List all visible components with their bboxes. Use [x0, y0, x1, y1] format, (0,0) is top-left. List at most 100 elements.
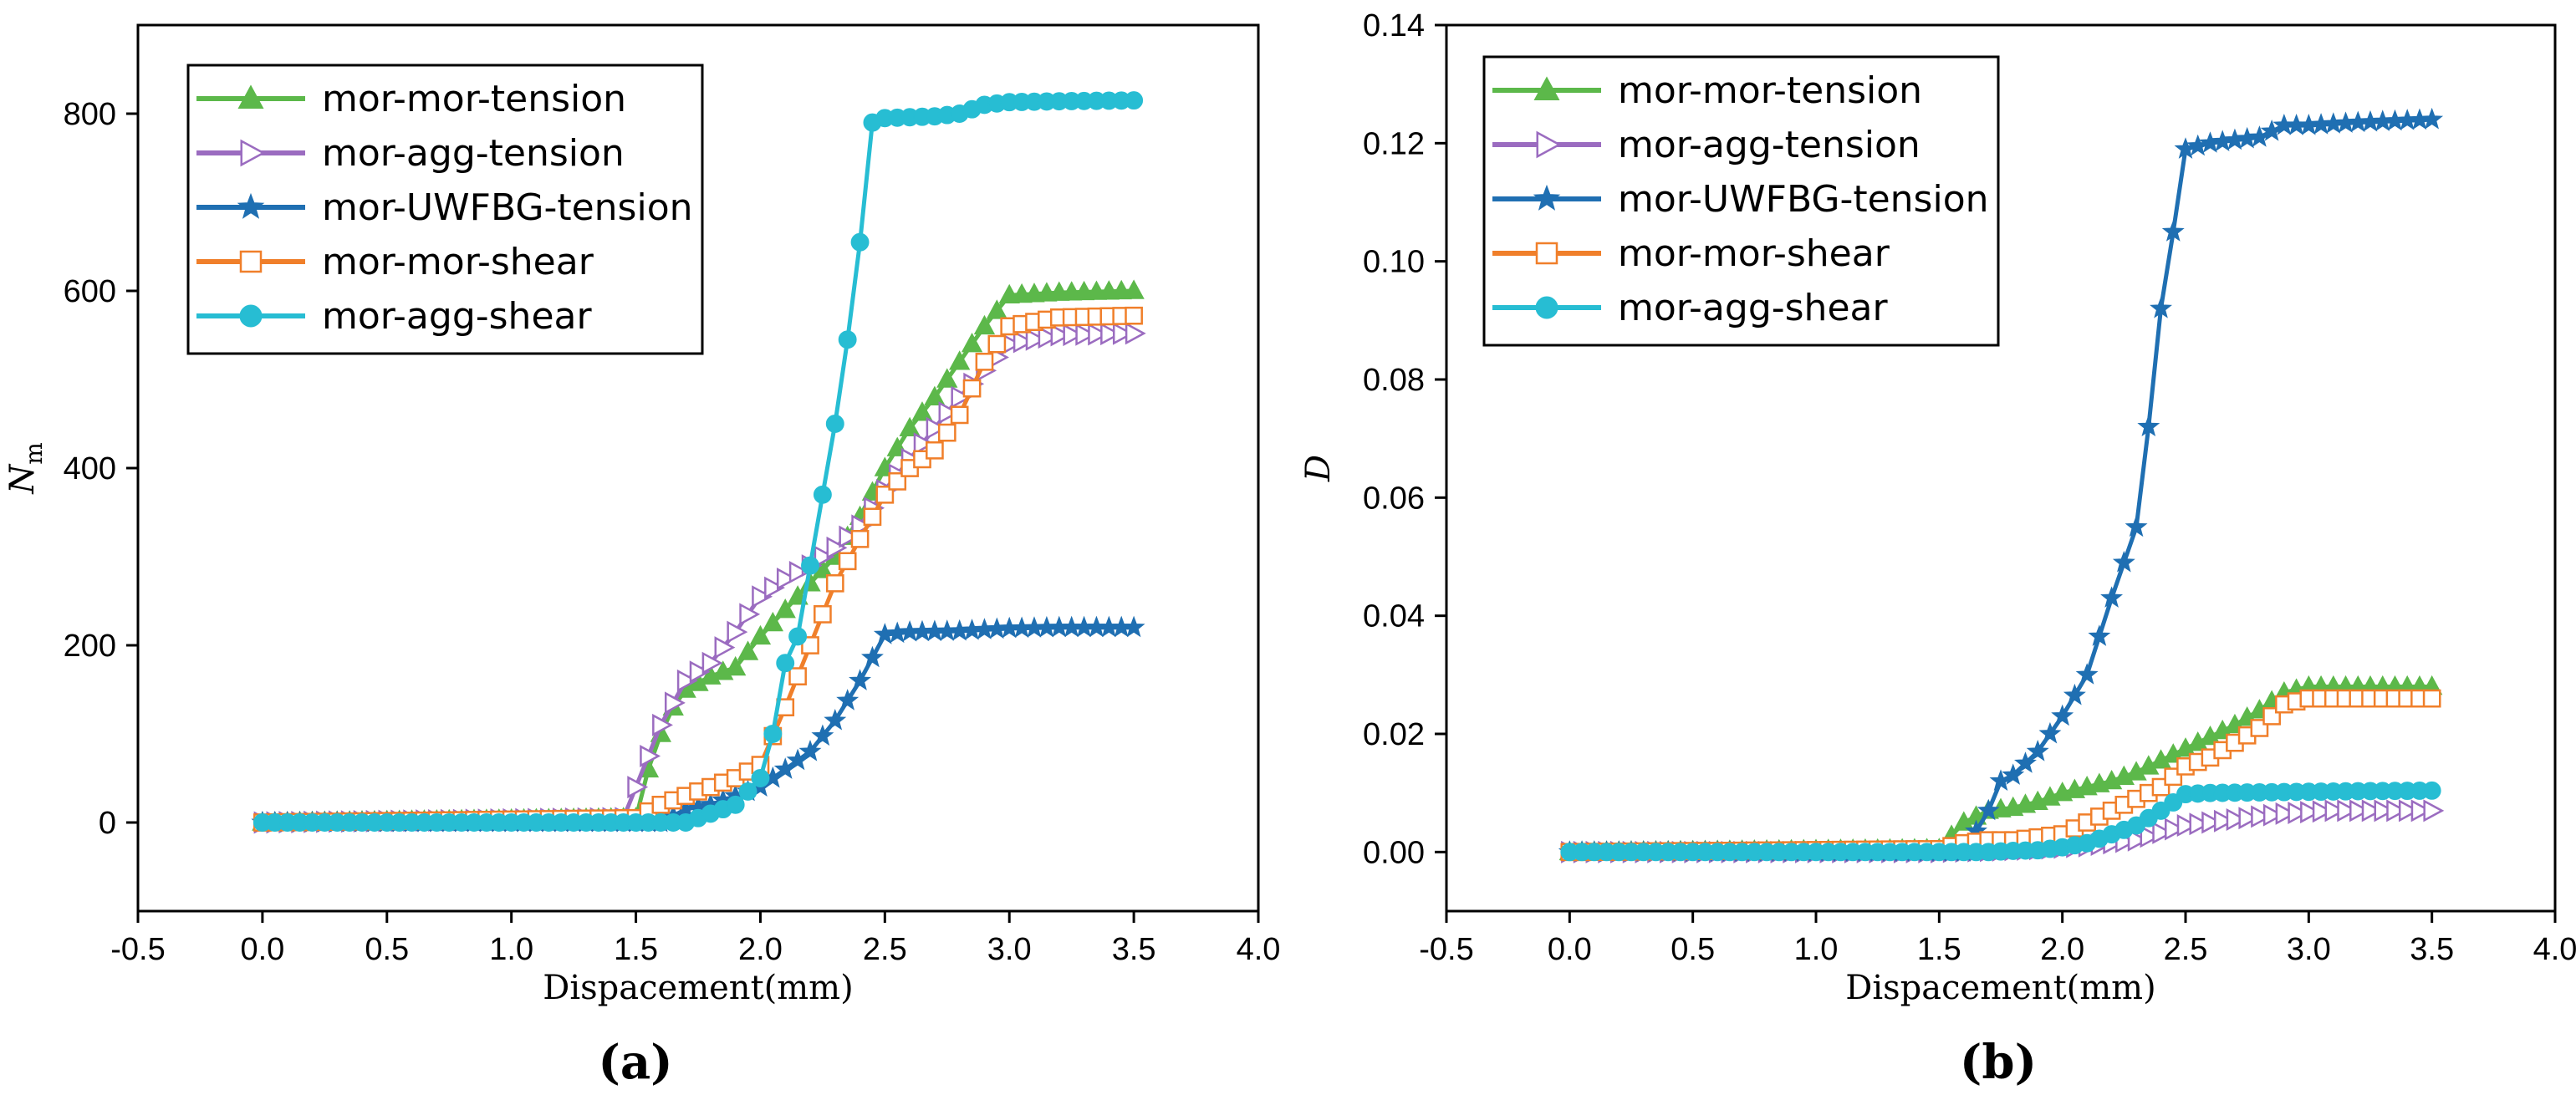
legend-label: mor-agg-tension	[322, 132, 625, 175]
y-tick-label: 0.12	[1363, 126, 1425, 161]
x-tick-label: 4.0	[1237, 932, 1281, 967]
legend-entry-mor-mor-tension: mor-mor-tension	[196, 78, 626, 120]
data-point	[2275, 802, 2297, 825]
data-point	[2312, 800, 2334, 823]
data-point	[839, 525, 860, 548]
y-tick-label: 600	[64, 274, 116, 309]
data-point	[987, 334, 1007, 354]
data-point	[811, 724, 834, 746]
data-point	[911, 401, 933, 421]
legend-marker	[237, 192, 265, 219]
legend-marker	[1535, 242, 1558, 265]
data-point	[2161, 220, 2185, 242]
chart-panel-a: -0.5 0.0 0.5 1.0 1.5 2.0 2.5 3.0 3.5 4.0 0 200 400 60…	[3, 23, 1281, 1090]
data-point	[825, 415, 844, 433]
x-tick-label: 0.5	[1671, 932, 1715, 967]
data-point	[788, 627, 808, 646]
x-tick-label: -0.5	[1419, 932, 1473, 967]
y-axis-variable: N	[3, 463, 42, 495]
data-point	[899, 416, 921, 437]
legend-entry-mor-agg-shear: mor-agg-shear	[1492, 287, 1888, 329]
x-tick-label: 4.0	[2533, 932, 2576, 967]
data-point	[913, 432, 935, 456]
x-tick-label: 2.5	[863, 932, 907, 967]
legend-marker	[237, 84, 264, 109]
data-point	[2127, 828, 2149, 852]
data-point	[2361, 799, 2383, 823]
series-line-mor-agg-tension	[262, 331, 1135, 825]
data-point	[801, 556, 819, 575]
data-point	[798, 740, 822, 761]
data-point	[2100, 586, 2124, 608]
x-tick-label: 2.0	[738, 932, 783, 967]
legend-entry-mor-agg-tension: mor-agg-tension	[1492, 124, 1921, 166]
data-point	[951, 385, 972, 409]
data-point	[2238, 807, 2260, 830]
data-point	[814, 545, 835, 568]
data-point	[975, 352, 994, 371]
data-point	[788, 561, 810, 584]
data-point	[814, 605, 832, 624]
y-tick-label: 0.02	[1363, 717, 1425, 752]
data-point	[850, 232, 870, 252]
series-mor-mor-tension	[252, 279, 1145, 831]
chart-panel-b: -0.5 0.0 0.5 1.0 1.5 2.0 2.5 3.0 3.5 4.0 0.00 0.02 0…	[1299, 8, 2576, 1090]
data-point	[2112, 550, 2135, 573]
panel-label: (b)	[1960, 1035, 2037, 1090]
data-point	[1050, 323, 1072, 347]
data-point	[986, 299, 1007, 319]
data-point	[825, 573, 844, 593]
plot-frame	[1445, 23, 2557, 913]
legend-entry-mor-uwfbg-tension: mor-UWFBG-tension	[196, 186, 693, 229]
legend-label: mor-mor-tension	[322, 78, 626, 120]
data-point	[2152, 821, 2174, 844]
data-point	[875, 485, 895, 504]
data-point	[2140, 825, 2161, 848]
data-point	[937, 423, 956, 442]
data-point	[2247, 125, 2271, 147]
data-point	[2201, 811, 2223, 834]
data-point	[2337, 799, 2359, 823]
legend-label: mor-UWFBG-tension	[1618, 178, 1989, 221]
legend: mor-mor-tension mor-agg-tension mor-UWFBG-…	[1482, 55, 2000, 347]
legend-marker	[1536, 130, 1562, 159]
data-point	[1038, 326, 1059, 349]
data-point	[774, 598, 796, 619]
data-point	[2075, 663, 2099, 685]
data-point	[2423, 799, 2445, 823]
data-point	[2420, 107, 2444, 130]
x-tick-label: 2.0	[2040, 932, 2084, 967]
data-point	[973, 314, 996, 335]
data-point	[2165, 817, 2186, 841]
y-axis-variable: D	[1299, 455, 1338, 482]
x-tick-label: 1.0	[489, 932, 533, 967]
data-point	[2226, 807, 2247, 831]
x-tick-label: 3.5	[1112, 932, 1156, 967]
legend-entry-mor-mor-shear: mor-mor-shear	[1492, 232, 1890, 275]
data-point	[776, 567, 798, 591]
legend-entry-mor-uwfbg-tension: mor-UWFBG-tension	[1492, 178, 1989, 221]
data-point	[961, 333, 983, 353]
data-point	[849, 669, 872, 690]
legend-label: mor-mor-shear	[322, 241, 594, 283]
y-tick-label: 0.00	[1363, 835, 1425, 870]
data-point	[676, 669, 698, 692]
legend-label: mor-agg-shear	[322, 295, 592, 338]
data-point	[652, 713, 673, 736]
data-point	[2300, 801, 2321, 824]
y-tick-label: 0.08	[1363, 363, 1425, 398]
y-axis-title: Nm	[3, 442, 48, 495]
data-point	[813, 485, 832, 504]
data-point	[627, 776, 649, 799]
data-point	[2374, 799, 2395, 823]
y-tick-label: 0.14	[1363, 8, 1425, 43]
x-tick-label: -0.5	[110, 932, 165, 967]
legend-entry-mor-mor-tension: mor-mor-tension	[1492, 69, 1922, 112]
x-tick-label: 0.0	[1548, 932, 1592, 967]
data-point	[2213, 809, 2235, 833]
data-point	[1025, 328, 1047, 351]
data-point	[1112, 322, 1134, 345]
x-tick-label: 3.0	[2287, 932, 2331, 967]
x-tick-label: 1.0	[1794, 932, 1839, 967]
data-point	[863, 507, 882, 527]
